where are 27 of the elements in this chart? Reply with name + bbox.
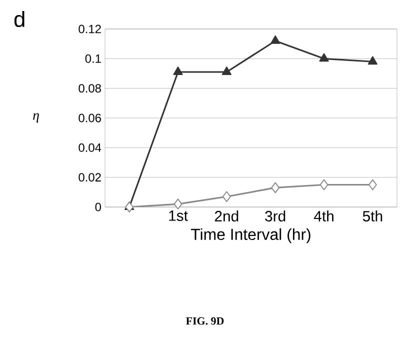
- y-tick-label: 0.12: [78, 24, 101, 34]
- point: [174, 198, 182, 210]
- y-tick-label: 0.02: [78, 173, 101, 182]
- point: [368, 56, 378, 65]
- point: [222, 191, 231, 202]
- point: [173, 66, 183, 76]
- y-tick-label: 0.06: [78, 114, 101, 122]
- x-tick-label: 1st: [169, 210, 188, 221]
- x-tick-label: 5th: [362, 210, 382, 222]
- x-tick-label: 3rd: [265, 210, 286, 222]
- caption: FIG. 9D: [186, 317, 224, 325]
- y-tick-label: 0.1: [85, 54, 101, 63]
- point: [368, 179, 377, 190]
- x-tick-label: 4th: [314, 210, 334, 222]
- point: [271, 182, 280, 194]
- point: [320, 179, 328, 190]
- y-tick-label: 0: [95, 202, 102, 212]
- x-tick-label: 2nd: [214, 210, 238, 222]
- x-axis-title: Time Interval (hr): [190, 228, 310, 244]
- point: [222, 66, 232, 76]
- point: [319, 53, 329, 62]
- y-tick-label: 0.04: [78, 143, 102, 152]
- point: [125, 202, 134, 212]
- chart-title: d: [14, 10, 24, 28]
- y-tick-label: 0.08: [78, 84, 101, 93]
- point: [270, 35, 280, 44]
- y-axis-title: η: [33, 113, 39, 123]
